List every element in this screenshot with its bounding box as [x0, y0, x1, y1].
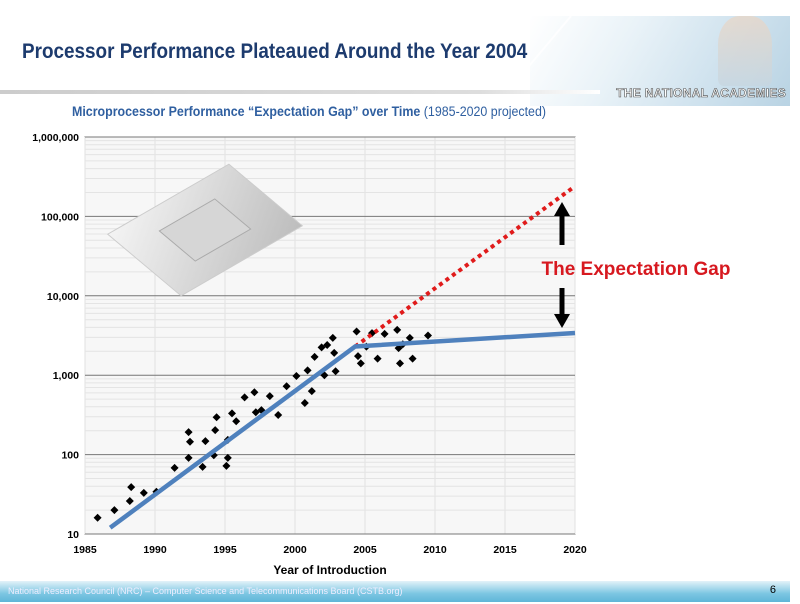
data-point [331, 367, 340, 376]
data-point [250, 388, 259, 397]
x-tick-label: 2015 [493, 544, 517, 556]
data-point [300, 399, 309, 408]
x-axis-label: Year of Introduction [273, 563, 386, 577]
data-point [310, 352, 319, 361]
x-tick-label: 2020 [563, 544, 587, 556]
footer-bar: National Research Council (NRC) – Comput… [0, 581, 790, 602]
x-tick-label: 1985 [73, 544, 97, 556]
data-point [356, 359, 365, 368]
x-tick-label: 1990 [143, 544, 167, 556]
footer-credit: National Research Council (NRC) – Comput… [8, 586, 403, 596]
title-divider [0, 90, 600, 94]
scientist-photo [718, 16, 772, 86]
x-tick-label: 2000 [283, 544, 307, 556]
gap-up-arrow [554, 202, 570, 245]
data-point [139, 488, 148, 497]
y-tick-label: 1,000,000 [32, 132, 79, 144]
data-point [222, 461, 231, 470]
data-point [330, 348, 339, 357]
data-point [201, 437, 210, 446]
data-point [240, 393, 249, 402]
y-tick-label: 1,000 [53, 370, 79, 382]
data-point [408, 354, 417, 363]
national-academies-logo: THE NATIONAL ACADEMIES [616, 86, 786, 101]
data-point [125, 497, 134, 506]
data-point [380, 329, 389, 338]
data-point [323, 341, 332, 350]
data-point [127, 483, 136, 492]
performance-chart: 10 100 1,000 10,000 100,000 1,000,000 1985 1990… [32, 132, 731, 577]
y-tick-label: 100 [61, 450, 79, 462]
x-tick-label: 1995 [213, 544, 237, 556]
data-point [424, 331, 432, 340]
data-point [228, 409, 236, 418]
x-tick-label: 2010 [423, 544, 447, 556]
data-point [212, 413, 221, 422]
data-point [352, 327, 361, 336]
gap-down-arrow [554, 288, 570, 328]
y-tick-label: 10 [67, 529, 79, 541]
data-point [292, 372, 301, 381]
data-point [93, 513, 102, 522]
data-point [170, 463, 179, 472]
page-number: 6 [769, 584, 776, 596]
subtitle-main: Microprocessor Performance “Expectation … [72, 104, 421, 119]
data-point [282, 382, 291, 391]
data-point [307, 387, 316, 396]
x-tick-label: 2005 [353, 544, 377, 556]
data-point [274, 411, 283, 420]
data-point [232, 417, 241, 426]
data-point [184, 428, 193, 437]
data-point [303, 366, 312, 375]
subtitle-range: (1985-2020 projected) [420, 104, 547, 119]
expectation-gap-label: The Expectation Gap [542, 259, 731, 280]
data-point [328, 333, 337, 342]
data-point [265, 392, 274, 401]
y-tick-label: 10,000 [47, 291, 79, 303]
data-point [373, 354, 382, 363]
data-point [184, 453, 193, 462]
data-point [354, 352, 362, 361]
data-point [211, 426, 220, 435]
data-point [110, 506, 119, 515]
expected-trend-line [354, 184, 577, 349]
data-point [198, 462, 207, 471]
data-point [186, 437, 194, 446]
data-point [223, 453, 232, 462]
y-tick-label: 100,000 [41, 211, 79, 223]
data-point [396, 359, 404, 368]
chart-subtitle: Microprocessor Performance “Expectation … [72, 104, 546, 119]
data-point [405, 333, 414, 342]
data-point [393, 325, 402, 334]
slide-title: Processor Performance Plateaued Around t… [22, 40, 528, 63]
actual-trend-line [108, 330, 576, 530]
cpu-chip-image [106, 163, 304, 297]
